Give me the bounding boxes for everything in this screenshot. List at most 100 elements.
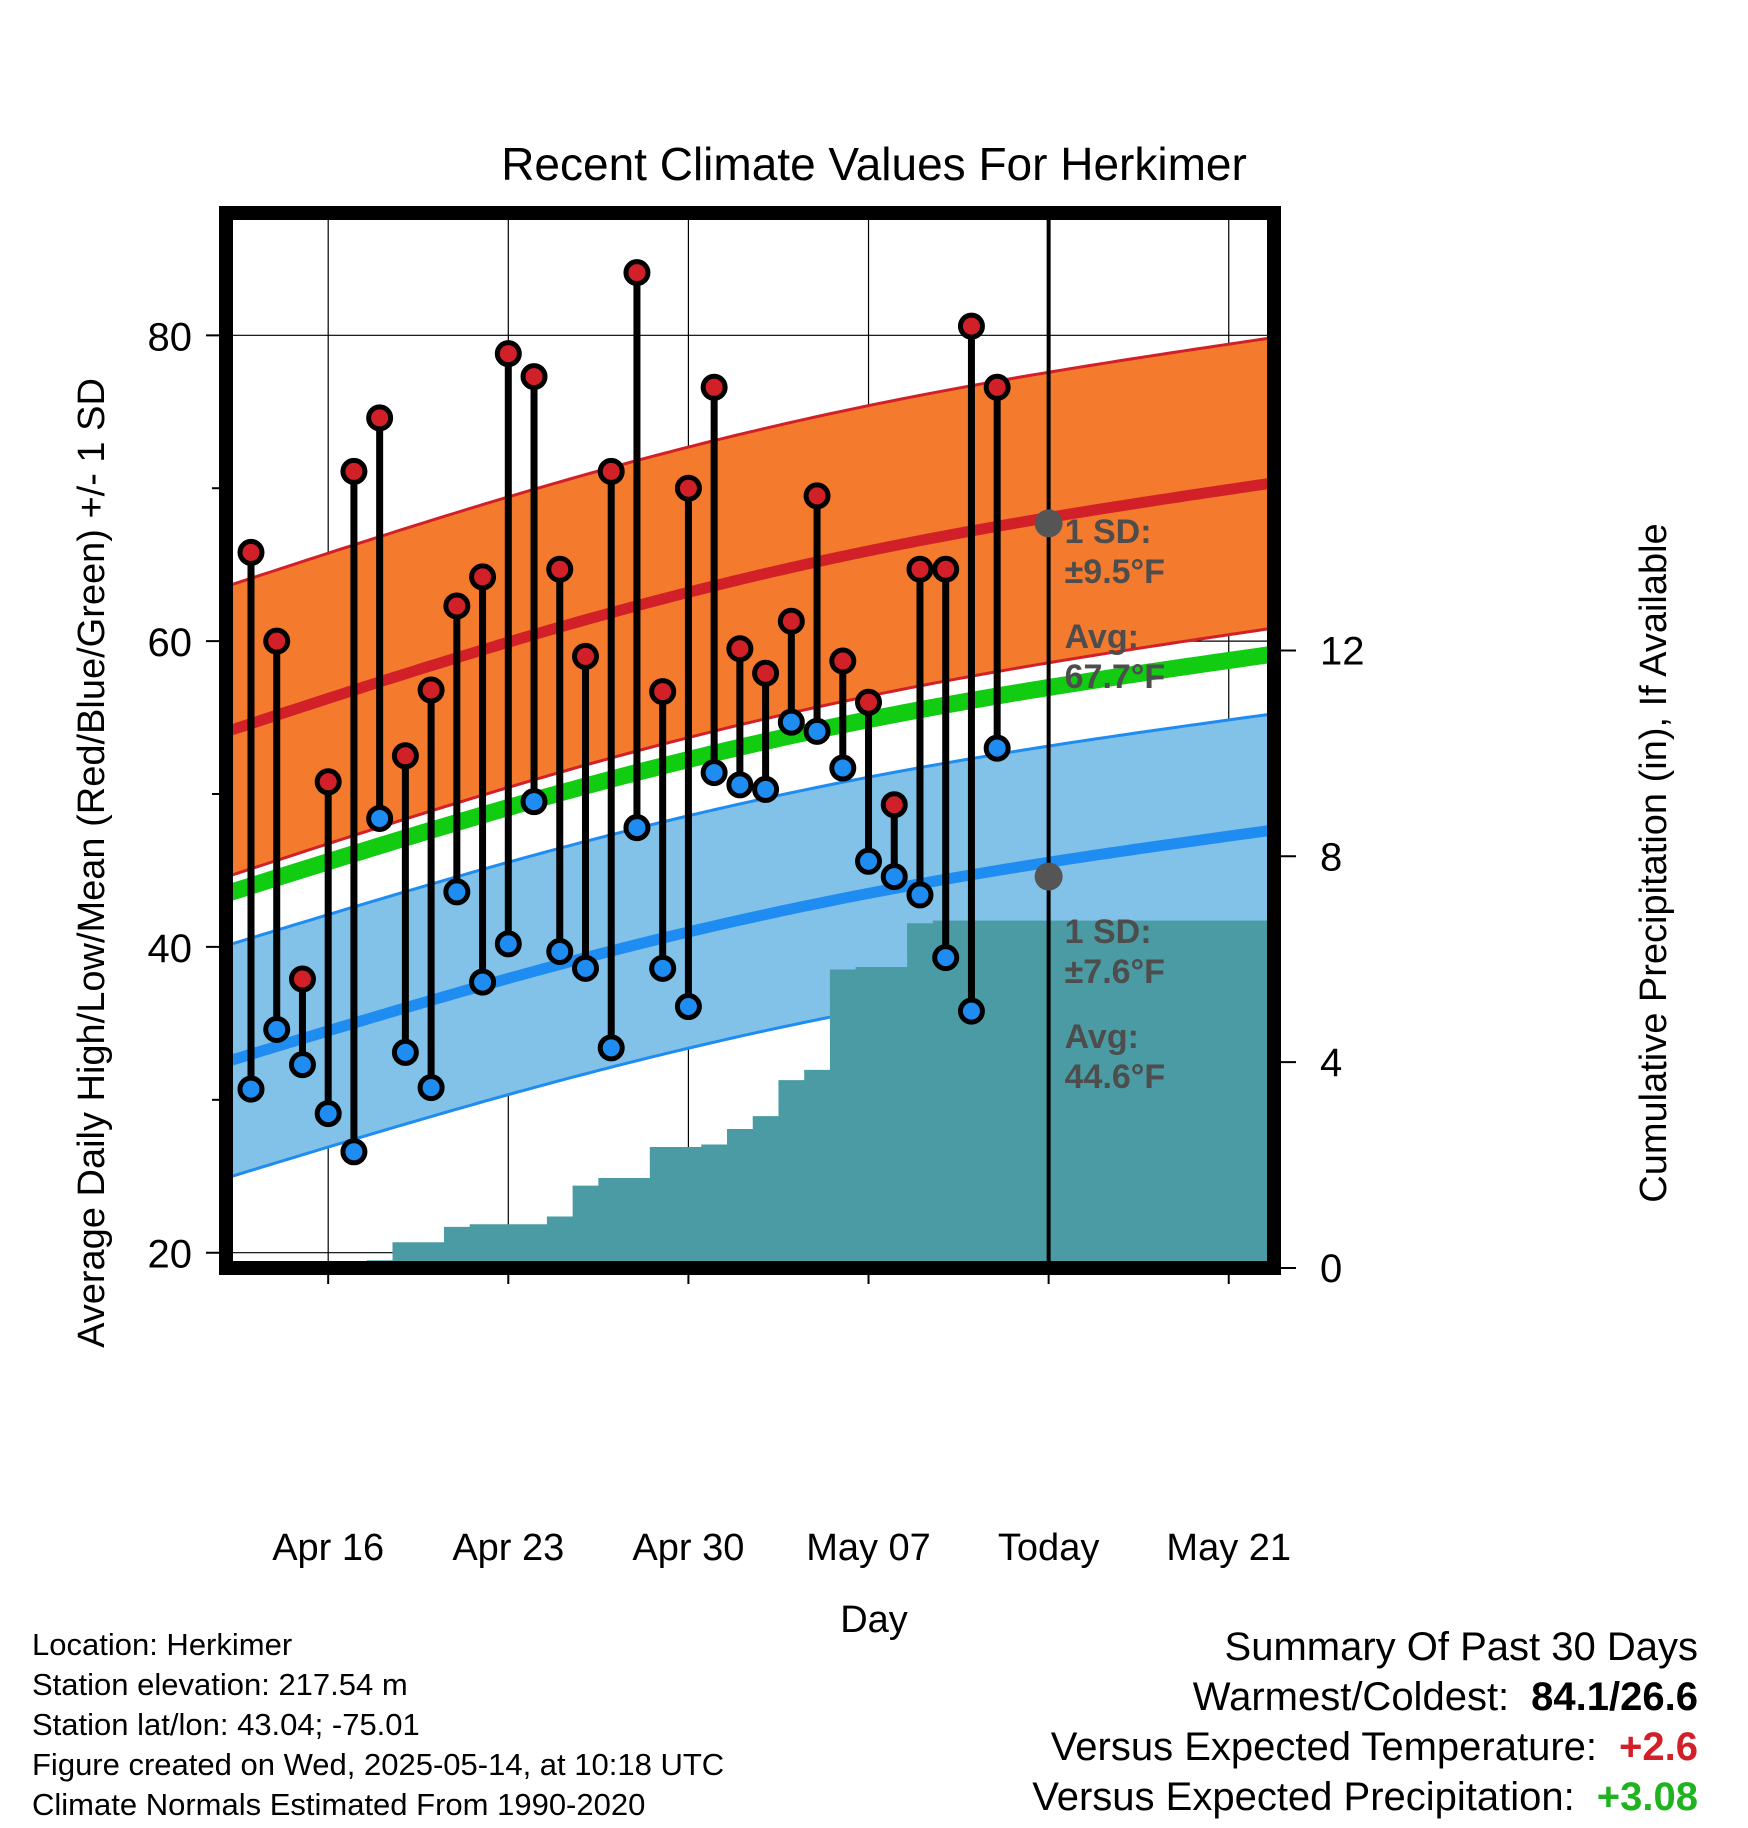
high-temp-point (623, 259, 651, 287)
summary-panel: Summary Of Past 30 Days Warmest/Coldest:… (1032, 1622, 1698, 1822)
y-tick-label: 40 (148, 927, 193, 971)
high-temp-point (520, 363, 548, 391)
low-temp-point (752, 775, 780, 803)
high-normal-line (232, 478, 1268, 736)
y2-tick-label: 4 (1320, 1041, 1342, 1085)
low-temp-point (777, 708, 805, 736)
high-temp-point (726, 635, 754, 663)
low-avg-annotation-line: 44.6°F (1065, 1058, 1166, 1096)
created-text: Figure created on Wed, 2025-05-14, at 10… (32, 1747, 725, 1782)
low-temp-point (932, 944, 960, 972)
low-temp-point (906, 881, 934, 909)
y-tick-label: 20 (148, 1233, 193, 1277)
high-sd-annotation: 1 SD: ±9.5°F (1065, 513, 1165, 591)
high-temp-point (340, 457, 368, 485)
high-temp-point (597, 457, 625, 485)
today-days-label: 30 Days (1061, 1375, 1147, 1458)
high-temp-point (494, 340, 522, 368)
low-temp-point (674, 993, 702, 1021)
low-temp-point (829, 754, 857, 782)
high-temp-point (417, 676, 445, 704)
prcp-row: Versus Expected Precipitation: +3.08 (1032, 1772, 1698, 1822)
low-temp-point (314, 1100, 342, 1128)
high-temp-point (829, 647, 857, 675)
high-temp-point (932, 555, 960, 583)
x-tick-label: Apr 16 (272, 1527, 384, 1569)
y-tick-label: 80 (148, 315, 193, 359)
x-tick-label: Today (998, 1527, 1099, 1569)
high-temp-point (443, 592, 471, 620)
high-temp-point (469, 563, 497, 591)
prcp-label: Versus Expected Precipitation: (1032, 1775, 1575, 1819)
high-avg-annotation-line: Avg: (1065, 618, 1139, 656)
high-sd-lower (232, 627, 1268, 877)
low-temp-point (649, 954, 677, 982)
chart-title: Recent Climate Values For Herkimer (501, 138, 1247, 190)
temp-value: +2.6 (1619, 1725, 1698, 1769)
x-tick-label: May 21 (1166, 1527, 1291, 1569)
y-tick-label: 60 (148, 621, 193, 665)
high-temp-point (314, 768, 342, 796)
high-temp-point (777, 607, 805, 635)
high-avg-annotation-line: 67.7°F (1065, 658, 1166, 696)
high-temp-point (906, 555, 934, 583)
low-avg-annotation-line: Avg: (1065, 1018, 1139, 1056)
low-temp-point (880, 863, 908, 891)
low-sd-upper (232, 712, 1268, 946)
temp-label: Versus Expected Temperature: (1050, 1725, 1598, 1769)
high-temp-point (237, 538, 265, 566)
low-temp-point (366, 804, 394, 832)
low-temp-point (983, 734, 1011, 762)
summary-title: Summary Of Past 30 Days (1224, 1625, 1698, 1669)
low-temp-point (443, 878, 471, 906)
high-temp-point (752, 659, 780, 687)
high-temp-point (674, 474, 702, 502)
low-avg-marker (1034, 862, 1063, 891)
elevation-text: Station elevation: 217.54 m (32, 1667, 408, 1702)
high-temp-point (880, 791, 908, 819)
today-days-label-part: 30 (1061, 1375, 1101, 1416)
today-days-label-part: Days (1061, 1417, 1147, 1458)
low-temp-point (855, 847, 883, 875)
low-temp-point (520, 788, 548, 816)
high-sd-upper (232, 336, 1268, 587)
low-avg-annotation: Avg: 44.6°F (1065, 1018, 1166, 1096)
temp-row: Versus Expected Temperature: +2.6 (1032, 1722, 1698, 1772)
low-temp-point (623, 814, 651, 842)
warm-label: Warmest/Coldest: (1192, 1675, 1510, 1719)
high-sd-annotation-line: 1 SD: (1065, 513, 1152, 551)
high-temp-point (700, 373, 728, 401)
high-temp-point (571, 642, 599, 670)
precipitation-area (366, 920, 1268, 1262)
low-temp-point (391, 1038, 419, 1066)
high-temp-point (366, 404, 394, 432)
high-temp-point (391, 742, 419, 770)
prcp-value: +3.08 (1596, 1775, 1698, 1819)
low-temp-point (546, 938, 574, 965)
high-temp-point (263, 627, 291, 655)
high-avg-annotation: Avg: 67.7°F (1065, 618, 1166, 696)
low-temp-point (803, 717, 831, 745)
y2-axis-label: Cumulative Precipitation (in), If Availa… (1633, 523, 1675, 1202)
high-temp-point (546, 555, 574, 583)
low-temp-point (469, 968, 497, 996)
high-temp-point (957, 312, 985, 340)
high-avg-marker (1034, 509, 1063, 538)
normals-text: Climate Normals Estimated From 1990-2020 (32, 1787, 646, 1822)
warm-row: Warmest/Coldest: 84.1/26.6 (1032, 1672, 1698, 1722)
y2-tick-label: 12 (1320, 629, 1365, 673)
station-info: Location: Herkimer Station elevation: 21… (32, 1625, 724, 1825)
low-temp-point (571, 954, 599, 982)
mean-normal-line (232, 646, 1268, 901)
low-sd-band (232, 714, 1268, 1177)
location-text: Location: Herkimer (32, 1627, 293, 1662)
x-tick-label: May 07 (806, 1527, 931, 1569)
low-normal-line (232, 825, 1268, 1066)
low-temp-point (726, 771, 754, 799)
x-tick-label: Apr 30 (632, 1527, 744, 1569)
y2-tick-label: 0 (1320, 1247, 1342, 1291)
warm-value: 84.1/26.6 (1531, 1675, 1698, 1719)
